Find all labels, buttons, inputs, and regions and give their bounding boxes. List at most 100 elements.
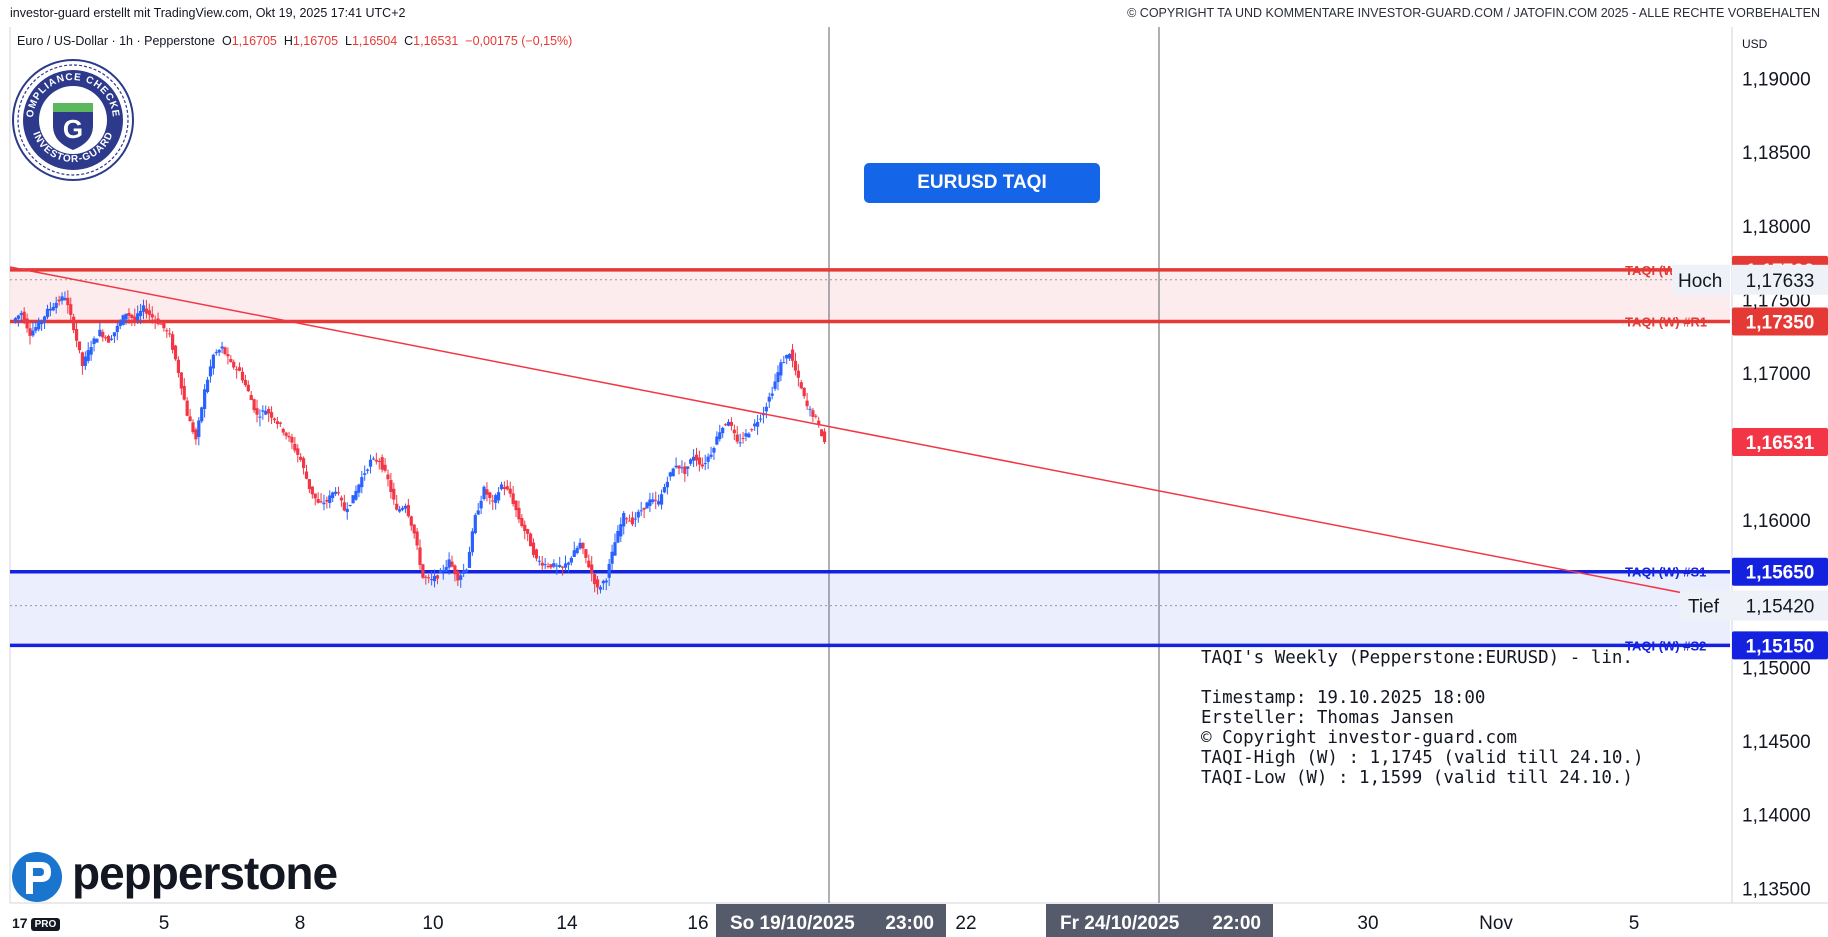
- hoch-label-bg: [1672, 264, 1730, 295]
- candle-body: [694, 454, 699, 461]
- candle-body: [211, 354, 215, 369]
- candle-body: [421, 564, 425, 578]
- candle-body: [398, 509, 402, 512]
- candle-body: [98, 329, 102, 336]
- candle-body: [747, 433, 751, 438]
- hoch-label: Hoch: [1678, 271, 1722, 292]
- candle-body: [197, 420, 201, 437]
- time-highlight-bg-1: [1046, 904, 1273, 937]
- tief-tag: [1732, 590, 1828, 621]
- candle-body: [430, 579, 434, 581]
- candle-body: [380, 457, 384, 470]
- candle-body: [208, 366, 213, 377]
- candle-body: [74, 329, 79, 341]
- candle-body: [109, 338, 114, 340]
- candle-body: [680, 467, 684, 469]
- candle-body: [339, 497, 344, 501]
- info-taqi-high: TAQI-High (W) : 1,1745 (valid till 24.10…: [1201, 748, 1644, 768]
- level-tag-1: [1732, 307, 1828, 336]
- trendline: [9, 266, 1681, 594]
- candle-body: [112, 332, 117, 337]
- candle-body: [217, 350, 221, 353]
- candle-body: [348, 504, 352, 506]
- candle-body: [386, 474, 390, 480]
- time-highlight-time-0: 23:00: [885, 913, 934, 934]
- x-tick-4: 16: [687, 913, 708, 934]
- candle-body: [575, 547, 579, 554]
- candle-body: [691, 456, 696, 461]
- candle-body: [92, 338, 96, 345]
- tv-mark: 17: [12, 915, 28, 931]
- candle-body: [537, 560, 541, 562]
- y-tick-3: 1,17500: [1742, 290, 1811, 311]
- candle-body: [785, 354, 789, 359]
- y-tick-9: 1,13500: [1742, 879, 1811, 900]
- level-tag-3: [1732, 631, 1828, 660]
- candle-body: [645, 502, 649, 509]
- copyright-note: © COPYRIGHT TA UND KOMMENTARE INVESTOR-G…: [1127, 6, 1820, 20]
- candle-body: [715, 436, 719, 445]
- candle-body: [171, 334, 175, 350]
- candle-body: [243, 379, 247, 386]
- candle-body: [319, 501, 323, 503]
- candle-body: [28, 328, 32, 336]
- candle-body: [424, 576, 428, 578]
- candle-body: [467, 551, 472, 568]
- candle-body: [25, 318, 29, 329]
- y-tick-4: 1,17000: [1742, 364, 1811, 385]
- candle-body: [514, 500, 518, 511]
- candle-body: [275, 421, 279, 424]
- candle-body: [200, 407, 204, 422]
- candle-body: [287, 435, 291, 438]
- candle-body: [179, 372, 183, 389]
- candle-body: [383, 464, 387, 471]
- compliance-badge: COMPLIANCE CHECKED INVESTOR-GUARD G: [7, 50, 135, 182]
- symbol-name[interactable]: Euro / US-Dollar · 1h · Pepperstone: [17, 34, 216, 48]
- candle-body: [558, 564, 562, 567]
- candle-body: [48, 308, 52, 311]
- candle-body: [220, 346, 224, 349]
- candle-body: [584, 549, 588, 558]
- candle-body: [488, 492, 492, 498]
- candle-body: [51, 306, 55, 311]
- candle-body: [502, 486, 507, 490]
- candle-body: [354, 490, 358, 500]
- candle-body: [121, 315, 125, 325]
- candle-body: [307, 479, 312, 490]
- candle-body: [133, 316, 137, 320]
- candle-body: [95, 338, 99, 343]
- candle-body: [729, 421, 734, 426]
- x-tick-2: 10: [422, 913, 443, 934]
- candle-body: [494, 495, 498, 503]
- level-tag-text-3: 1,15150: [1746, 636, 1815, 657]
- candle-body: [269, 412, 274, 418]
- candle-body: [540, 562, 544, 566]
- candle-body: [552, 563, 556, 567]
- candle-body: [267, 409, 271, 414]
- candle-body: [569, 557, 573, 563]
- candle-body: [16, 315, 20, 319]
- candle-body: [278, 422, 282, 424]
- candle-body: [223, 347, 227, 355]
- candle-body: [648, 499, 652, 506]
- candle-body: [610, 551, 614, 564]
- info-timestamp: Timestamp: 19.10.2025 18:00: [1201, 688, 1486, 708]
- candle-body: [147, 310, 151, 315]
- candle-body: [453, 565, 457, 575]
- candle-body: [616, 530, 620, 543]
- low-label: L: [345, 34, 352, 48]
- svg-text:G: G: [63, 114, 83, 144]
- candle-body: [418, 547, 422, 565]
- candle-body: [622, 513, 626, 527]
- candle-body: [447, 559, 451, 568]
- candle-body: [299, 456, 303, 460]
- tief-label-bg: [1680, 590, 1734, 621]
- candle-body: [389, 480, 393, 492]
- snapshot-label: EURUSD TAQI SNAPSHOT: [864, 163, 1100, 233]
- candle-body: [272, 418, 277, 421]
- candle-body: [738, 442, 742, 444]
- candle-body: [561, 566, 565, 568]
- candle-body: [240, 371, 245, 381]
- high-value: 1,16705: [292, 34, 339, 48]
